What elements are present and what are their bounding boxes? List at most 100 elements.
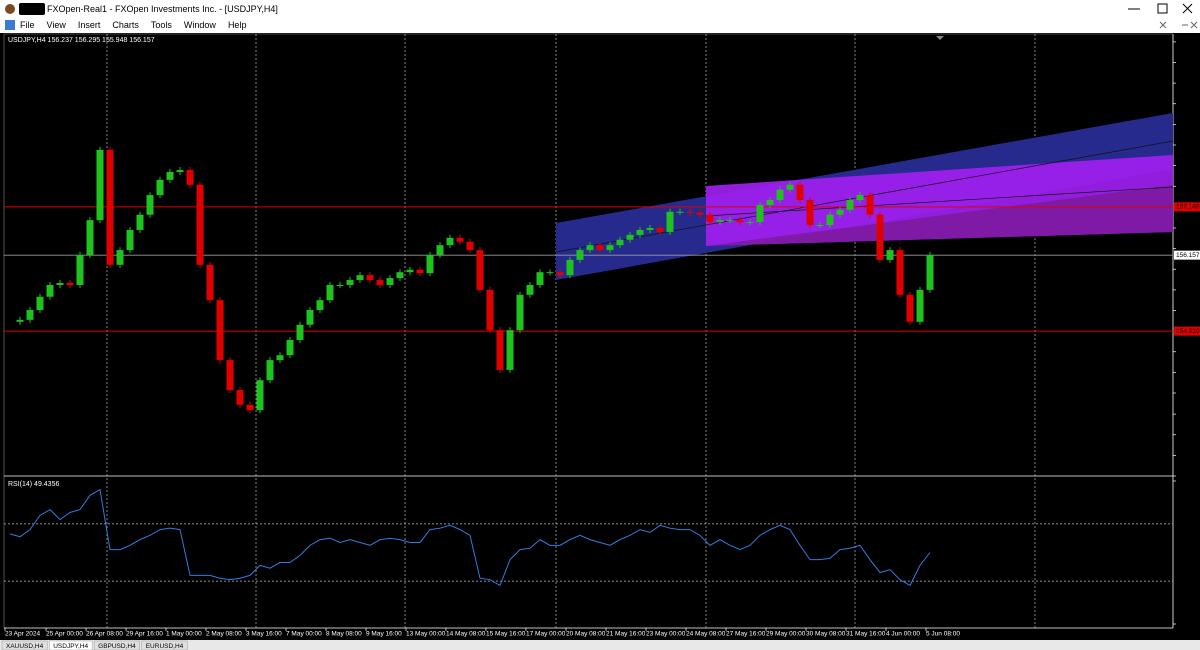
- candle: [876, 214, 884, 260]
- menu-item[interactable]: Tools: [151, 20, 173, 30]
- tab-label[interactable]: USDJPY,H4: [53, 643, 88, 650]
- y-tick-label: 152.080: [1178, 452, 1200, 459]
- candle: [776, 189, 784, 200]
- menu-item[interactable]: View: [47, 20, 67, 30]
- rsi-tick-label: 100: [1178, 478, 1189, 485]
- y-tick-label: 156.290: [1178, 245, 1200, 252]
- menu-item[interactable]: Help: [228, 20, 247, 30]
- shift-marker: [936, 36, 944, 40]
- y-tick-label: 157.980: [1178, 162, 1200, 169]
- candle: [126, 229, 134, 251]
- candle: [326, 284, 334, 301]
- candle: [666, 211, 674, 232]
- candle: [626, 234, 634, 240]
- candle: [546, 272, 554, 274]
- y-tick-label: 155.030: [1178, 307, 1200, 314]
- candle: [586, 245, 594, 251]
- title-bar: [0, 0, 1200, 18]
- tab-label[interactable]: XAUUSD,H4: [6, 643, 44, 650]
- candle: [376, 280, 384, 285]
- candle: [366, 275, 374, 281]
- x-tick-label: 2 May 08:00: [206, 631, 242, 638]
- tab[interactable]: [141, 640, 188, 650]
- candle: [336, 284, 344, 286]
- candle: [96, 149, 104, 221]
- candle: [266, 360, 274, 381]
- candle: [256, 380, 264, 411]
- x-tick-label: 29 Apr 16:00: [126, 631, 163, 638]
- tab[interactable]: [93, 640, 140, 650]
- x-tick-label: 31 May 16:00: [846, 631, 886, 638]
- candle: [476, 250, 484, 290]
- candle: [396, 272, 404, 279]
- candle: [466, 241, 474, 251]
- candle: [846, 199, 854, 210]
- candle: [46, 284, 54, 297]
- y-tick-label: 160.080: [1178, 59, 1200, 66]
- x-tick-label: 14 May 08:00: [446, 631, 486, 638]
- candle: [676, 211, 684, 213]
- mdi-buttons[interactable]: [1159, 21, 1198, 29]
- x-tick-label: 15 May 16:00: [486, 631, 526, 638]
- candle: [526, 284, 534, 295]
- candle: [196, 184, 204, 265]
- y-tick-label: 155.870: [1178, 266, 1200, 273]
- y-tick-label: 160.500: [1178, 39, 1200, 46]
- candle: [606, 245, 614, 251]
- x-tick-label: 8 May 08:00: [326, 631, 362, 638]
- tab-label[interactable]: EURUSD,H4: [146, 643, 184, 650]
- x-tick-label: 7 May 00:00: [286, 631, 322, 638]
- candle: [216, 300, 224, 361]
- menu-item[interactable]: Charts: [112, 20, 139, 30]
- y-tick-label: 159.660: [1178, 80, 1200, 87]
- y-tick-label: 153.770: [1178, 369, 1200, 376]
- candle: [426, 255, 434, 274]
- plot-layer: [4, 146, 1173, 587]
- candle: [906, 294, 914, 322]
- candle: [166, 172, 174, 180]
- candle: [66, 282, 74, 285]
- candle: [516, 294, 524, 331]
- x-tick-label: 4 Jun 00:00: [886, 631, 920, 638]
- candle: [596, 245, 604, 251]
- menu-item[interactable]: Window: [184, 20, 217, 30]
- rsi-tick-label: 0: [1178, 621, 1182, 628]
- candle: [716, 220, 724, 223]
- candle: [726, 220, 734, 222]
- candle: [116, 250, 124, 265]
- candle: [146, 195, 154, 215]
- price-level-label: 154.610: [1176, 328, 1200, 335]
- chart-icon: [5, 20, 15, 30]
- x-tick-label: 9 May 16:00: [366, 631, 402, 638]
- x-tick-label: 29 May 00:00: [766, 631, 806, 638]
- y-tick-label: 155.450: [1178, 287, 1200, 294]
- candle: [646, 227, 654, 230]
- rsi-tick-label: 30: [1178, 578, 1186, 585]
- x-tick-label: 1 May 00:00: [166, 631, 202, 638]
- price-level-label: 156.157: [1176, 252, 1200, 259]
- candle: [896, 250, 904, 295]
- candle: [686, 211, 694, 213]
- tab-label[interactable]: GBPUSD,H4: [98, 643, 136, 650]
- menu-item[interactable]: Insert: [78, 20, 101, 30]
- candle: [176, 170, 184, 173]
- tab[interactable]: [1, 640, 48, 650]
- maximize-button[interactable]: [1157, 3, 1168, 14]
- candle: [286, 339, 294, 356]
- candle: [786, 184, 794, 190]
- tab[interactable]: [48, 640, 93, 650]
- y-tick-label: 154.190: [1178, 348, 1200, 355]
- candle: [766, 199, 774, 205]
- candle: [696, 212, 704, 215]
- price-level-tag: [1174, 250, 1200, 260]
- candle: [226, 360, 234, 391]
- candle: [456, 237, 464, 242]
- close-button[interactable]: [1182, 3, 1193, 14]
- candle: [106, 149, 114, 265]
- menu-item[interactable]: File: [20, 20, 35, 30]
- price-level-tag: [1174, 202, 1200, 212]
- candle: [836, 209, 844, 215]
- candle: [826, 214, 834, 226]
